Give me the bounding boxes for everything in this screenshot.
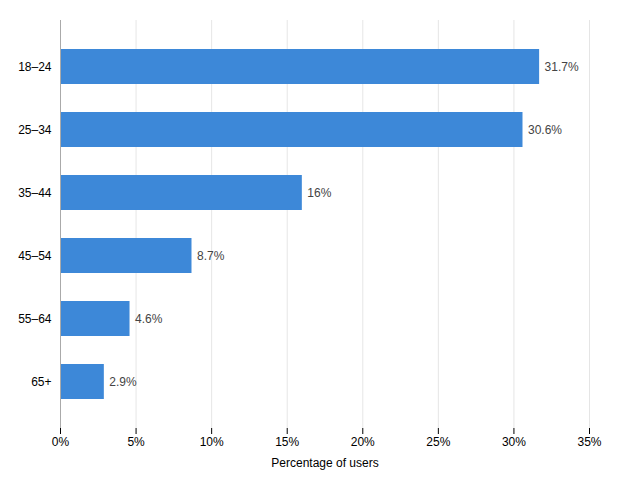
svg-text:15%: 15%: [275, 435, 299, 449]
svg-text:30.6%: 30.6%: [528, 123, 562, 137]
svg-text:45–54: 45–54: [18, 249, 52, 263]
svg-text:35%: 35%: [577, 435, 601, 449]
svg-text:25–34: 25–34: [18, 123, 52, 137]
svg-text:2.9%: 2.9%: [109, 375, 137, 389]
svg-text:5%: 5%: [127, 435, 145, 449]
svg-text:Percentage of users: Percentage of users: [271, 456, 378, 470]
svg-text:35–44: 35–44: [18, 186, 52, 200]
svg-text:55–64: 55–64: [18, 312, 52, 326]
svg-text:10%: 10%: [200, 435, 224, 449]
svg-text:8.7%: 8.7%: [197, 249, 225, 263]
svg-text:31.7%: 31.7%: [545, 60, 579, 74]
svg-text:65+: 65+: [31, 375, 51, 389]
svg-text:18–24: 18–24: [18, 60, 52, 74]
svg-text:20%: 20%: [351, 435, 375, 449]
svg-text:4.6%: 4.6%: [135, 312, 163, 326]
svg-text:16%: 16%: [307, 186, 331, 200]
svg-text:25%: 25%: [426, 435, 450, 449]
svg-text:30%: 30%: [502, 435, 526, 449]
svg-text:0%: 0%: [52, 435, 70, 449]
